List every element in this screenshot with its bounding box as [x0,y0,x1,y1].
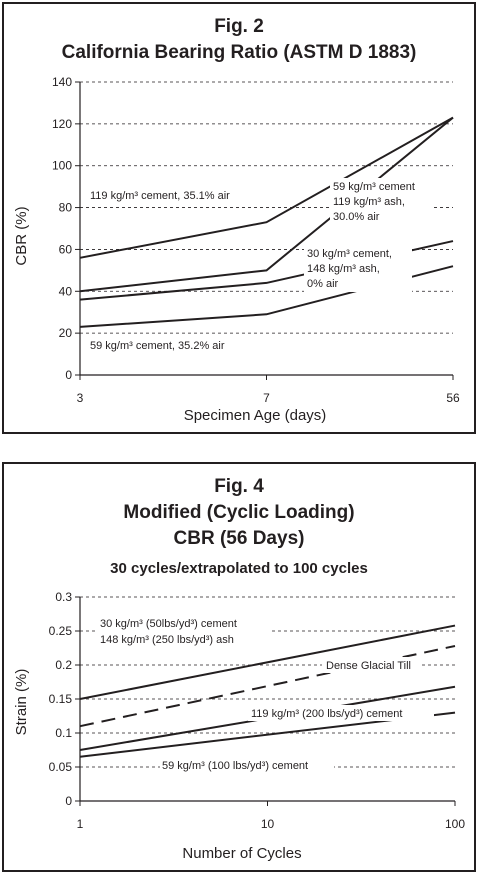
fig2-ytick-label: 60 [59,242,73,256]
fig4-annotation-bg-1 [98,614,270,648]
fig4-xtick-label: 1 [77,817,84,831]
fig2-annotation-1: 119 kg/m³ cement, 35.1% air [90,190,230,202]
fig2-title: California Bearing Ratio (ASTM D 1883) [61,42,417,63]
fig4-panel: Fig. 4 Modified (Cyclic Loading) CBR (56… [2,462,476,872]
fig2-ylabel: CBR (%) [13,206,30,265]
fig4-annotation-4: 59 kg/m³ (100 lbs/yd³) cement [162,760,308,772]
fig4-annotation-bg-3 [248,705,434,721]
fig2-ytick-label: 120 [52,117,72,131]
fig2-annotation-bg-2 [330,178,434,224]
fig4-ytick-label: 0.1 [55,726,72,740]
fig4-annotation-2: Dense Glacial Till [326,660,411,672]
fig2-ytick-label: 0 [65,368,72,382]
fig4-title-line2: CBR (56 Days) [173,528,305,549]
fig4-ticks: 0 0.05 0.1 0.15 0.2 0.25 0.3 1 10 100 [49,590,466,831]
fig2-gridlines [80,81,453,334]
fig2-ytick-label: 80 [59,201,73,215]
fig4-annotation-1-line2: 148 kg/m³ (250 lbs/yd³) ash [100,634,234,646]
fig4-annotation-3: 119 kg/m³ (200 lbs/yd³) cement [251,708,402,720]
fig2-annotation-bg-4 [88,337,258,353]
fig2-annotation-2-line2: 119 kg/m³ ash, [333,196,405,208]
fig4-series-line-1 [79,624,456,700]
fig4-ytick-label: 0 [65,794,72,808]
fig2-annotation-2-line3: 30.0% air [333,211,380,223]
fig4-ytick-label: 0.2 [55,658,72,672]
fig2-annotation-bg-1 [88,187,262,203]
fig2-ytick-label: 40 [59,284,73,298]
fig2-annotation-3-line3: 0% air [307,278,339,290]
fig4-annotation-bg-4 [160,757,334,773]
fig2-xtick-label: 3 [77,391,84,405]
fig4-annotation-1-line1: 30 kg/m³ (50lbs/yd³) cement [100,618,237,630]
fig4-ytick-label: 0.3 [55,590,72,604]
fig2-series-line-1 [79,116,454,259]
fig2-ytick-label: 20 [59,326,73,340]
fig2-xtick-label: 56 [446,391,460,405]
fig2-xlabel: Specimen Age (days) [184,407,327,424]
fig2-xtick-label: 7 [263,391,270,405]
fig4-ytick-label: 0.15 [49,692,73,706]
fig4-ytick-label: 0.05 [49,760,73,774]
fig2-annotation-3-line2: 148 kg/m³ ash, [307,263,380,275]
fig4-xtick-label: 100 [445,817,465,831]
fig2-annotation-3-line1: 30 kg/m³ cement, [307,248,392,260]
fig4-annotation-bg-2 [322,657,422,673]
fig2-ytick-label: 100 [52,159,72,173]
fig2-ticks: 0 20 40 60 80 100 120 140 3 7 56 [52,75,460,405]
fig4-label: Fig. 4 [214,476,264,497]
fig4-ylabel: Strain (%) [13,669,30,736]
fig4-title-line1: Modified (Cyclic Loading) [123,502,355,523]
fig2-panel: Fig. 2 California Bearing Ratio (ASTM D … [2,2,476,434]
fig4-subtitle: 30 cycles/extrapolated to 100 cycles [110,560,368,577]
fig2-series-line-2 [79,116,454,293]
fig2-ytick-label: 140 [52,75,72,89]
fig2-annotation-4: 59 kg/m³ cement, 35.2% air [90,340,225,352]
fig4-chart: 0 0.05 0.1 0.15 0.2 0.25 0.3 1 10 100 30 kg/m³ (5… [13,590,466,862]
fig4-xlabel: Number of Cycles [182,845,301,862]
fig2-label: Fig. 2 [214,16,264,37]
fig2-annotation-bg-3 [304,246,412,292]
fig2-chart: 0 20 40 60 80 100 120 140 3 7 56 CBR (%) Specimen … [13,75,460,424]
fig4-xtick-label: 10 [261,817,275,831]
fig2-annotation-2-line1: 59 kg/m³ cement [333,181,415,193]
fig4-ytick-label: 0.25 [49,624,73,638]
